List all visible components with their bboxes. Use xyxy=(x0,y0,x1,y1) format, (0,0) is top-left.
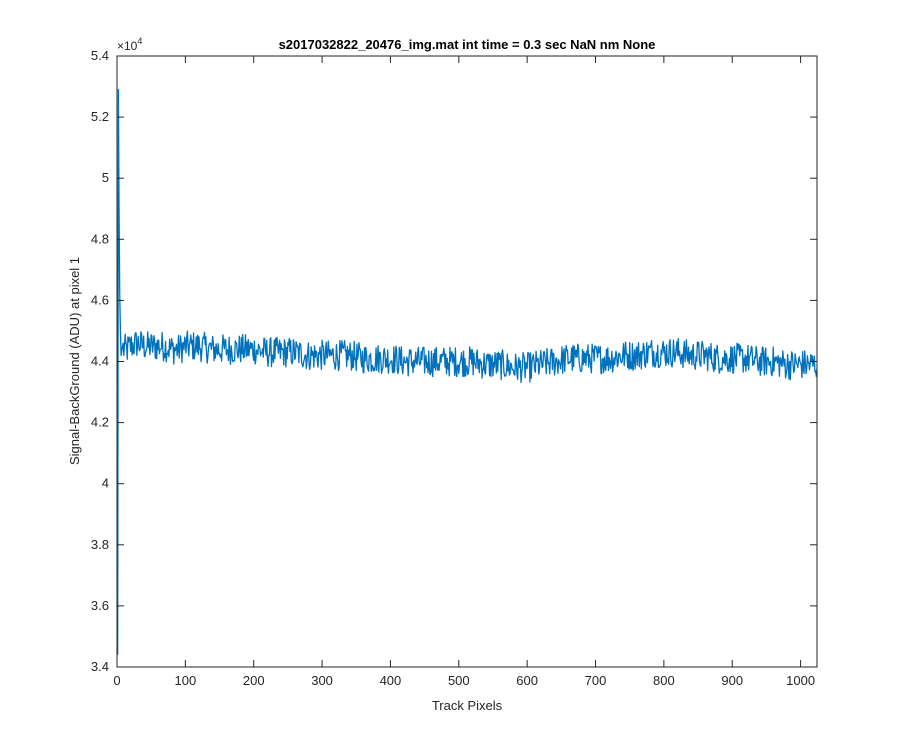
x-tick-label: 700 xyxy=(585,673,607,688)
y-exponent-label: ×104 xyxy=(117,36,142,53)
x-tick-label: 900 xyxy=(721,673,743,688)
x-tick-label: 600 xyxy=(516,673,538,688)
x-axis-ticks: 0 100 200 300 400 500 600 700 800 900 1000 xyxy=(113,56,815,688)
y-tick-label: 3.8 xyxy=(91,537,109,552)
x-axis-label: Track Pixels xyxy=(432,698,503,713)
x-tick-label: 800 xyxy=(653,673,675,688)
series-layer xyxy=(117,88,818,655)
x-tick-label: 400 xyxy=(380,673,402,688)
x-tick-label: 1000 xyxy=(786,673,815,688)
y-axis-label: Signal-BackGround (ADU) at pixel 1 xyxy=(67,257,82,465)
y-tick-label: 4.6 xyxy=(91,292,109,307)
y-tick-label: 3.6 xyxy=(91,598,109,613)
y-tick-label: 4.8 xyxy=(91,231,109,246)
y-tick-label: 4.4 xyxy=(91,354,109,369)
y-tick-label: 4 xyxy=(102,476,109,491)
y-tick-label: 3.4 xyxy=(91,659,109,674)
chart-title: s2017032822_20476_img.mat int time = 0.3… xyxy=(279,37,656,52)
y-tick-label: 5 xyxy=(102,170,109,185)
x-tick-label: 200 xyxy=(243,673,265,688)
y-tick-label: 5.2 xyxy=(91,109,109,124)
y-tick-label: 5.4 xyxy=(91,48,109,63)
x-tick-label: 100 xyxy=(175,673,197,688)
x-tick-label: 0 xyxy=(113,673,120,688)
y-tick-label: 4.2 xyxy=(91,415,109,430)
x-tick-label: 300 xyxy=(311,673,333,688)
series-line-0 xyxy=(117,88,818,655)
x-tick-label: 500 xyxy=(448,673,470,688)
y-axis-ticks: 3.4 3.6 3.8 4 4.2 4.4 4.6 4.8 5 5.2 5.4 xyxy=(91,48,817,674)
